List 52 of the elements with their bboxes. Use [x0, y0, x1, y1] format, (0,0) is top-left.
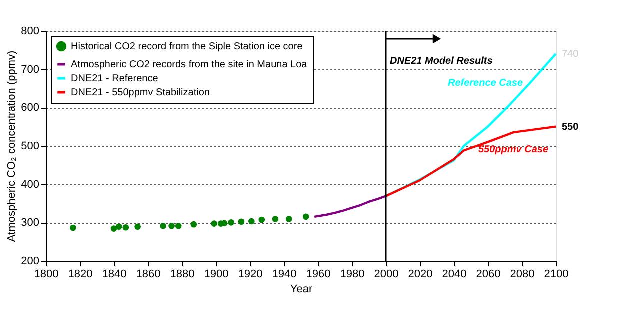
legend-label: DNE21 - 550ppmv Stabilization: [71, 88, 210, 98]
legend-label: Atmospheric CO2 records from the site in Mauna Loa: [71, 60, 308, 70]
x-tick-label: 1980: [340, 268, 365, 280]
point: [238, 218, 245, 226]
x-tick-label: 1900: [204, 268, 229, 280]
x-axis-title: Year: [290, 284, 313, 296]
y-tick-label: 800: [21, 26, 40, 38]
legend-label: Historical CO2 record from the Siple Station ice core: [71, 42, 304, 52]
annotation: 550: [562, 122, 580, 133]
y-tick-label: 300: [21, 217, 40, 230]
point: [70, 224, 76, 232]
point: [116, 224, 122, 230]
point: [190, 221, 198, 228]
x-tick-label: 2080: [510, 268, 535, 280]
y-tick-label: 700: [21, 64, 40, 76]
x-tick-label: 1800: [34, 268, 59, 280]
y-tick-label: 400: [21, 178, 40, 191]
point: [134, 224, 141, 230]
x-tick-label: 2020: [408, 268, 433, 280]
point: [175, 222, 182, 230]
point: [160, 222, 166, 230]
point: [211, 220, 218, 227]
annotation: Reference Case: [448, 78, 524, 89]
point: [168, 222, 175, 230]
x-tick-label: 2100: [544, 268, 569, 280]
x-tick-label: 1920: [238, 268, 263, 280]
x-tick-label: 2040: [442, 268, 467, 280]
point: [248, 218, 255, 225]
point: [286, 216, 292, 222]
point: [272, 216, 279, 222]
y-tick-label: 600: [21, 102, 40, 114]
x-tick-label: 1840: [102, 268, 127, 280]
point: [258, 216, 266, 224]
point: [122, 224, 130, 231]
x-tick-label: 1940: [272, 268, 297, 280]
y-tick-label: 500: [21, 140, 40, 152]
y-tick-label: 200: [21, 256, 40, 268]
x-tick-label: 1960: [306, 268, 331, 280]
y-axis-title: Atmospheric CO₂ concentration (ppmv): [6, 50, 18, 242]
x-tick-label: 1820: [68, 268, 93, 280]
x-tick-label: 2000: [374, 268, 399, 280]
annotation: 550ppmv Case: [478, 144, 549, 156]
annotation: DNE21 Model Results: [390, 56, 494, 67]
point: [228, 220, 234, 226]
legend-label: DNE21 - Reference: [71, 74, 159, 84]
point: [302, 214, 310, 220]
point: [110, 226, 118, 232]
x-tick-label: 1880: [170, 268, 195, 280]
line-series: [314, 195, 388, 218]
x-tick-label: 1860: [136, 268, 161, 280]
x-tick-label: 2060: [476, 268, 501, 280]
line-series: [384, 126, 558, 198]
